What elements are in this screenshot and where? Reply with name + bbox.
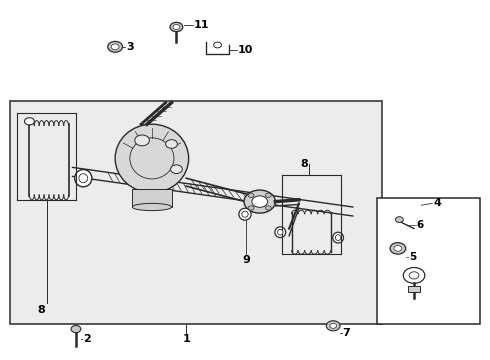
Text: 5: 5 bbox=[409, 252, 416, 262]
Circle shape bbox=[248, 193, 254, 197]
Text: 8: 8 bbox=[38, 305, 46, 315]
Text: 11: 11 bbox=[194, 20, 209, 30]
Circle shape bbox=[394, 246, 402, 251]
Ellipse shape bbox=[333, 232, 343, 243]
Text: 7: 7 bbox=[342, 328, 350, 338]
Bar bbox=[408, 286, 420, 292]
Circle shape bbox=[108, 41, 122, 52]
Circle shape bbox=[214, 42, 221, 48]
Circle shape bbox=[170, 22, 183, 32]
Ellipse shape bbox=[132, 203, 172, 211]
Circle shape bbox=[244, 190, 275, 213]
Text: 8: 8 bbox=[300, 159, 308, 169]
Ellipse shape bbox=[79, 174, 88, 183]
Circle shape bbox=[135, 135, 149, 146]
Circle shape bbox=[111, 44, 119, 50]
Circle shape bbox=[248, 206, 254, 210]
Ellipse shape bbox=[74, 170, 92, 187]
Text: 4: 4 bbox=[434, 198, 441, 208]
Circle shape bbox=[173, 24, 180, 30]
Text: 2: 2 bbox=[83, 334, 91, 344]
Ellipse shape bbox=[115, 124, 189, 193]
Circle shape bbox=[326, 321, 340, 331]
Bar bbox=[132, 189, 172, 207]
Circle shape bbox=[266, 206, 271, 210]
Text: 1: 1 bbox=[182, 334, 190, 345]
Circle shape bbox=[166, 140, 177, 148]
Circle shape bbox=[403, 267, 425, 283]
Circle shape bbox=[395, 217, 403, 222]
Circle shape bbox=[71, 325, 81, 333]
Text: 3: 3 bbox=[126, 42, 134, 52]
Bar bbox=[10, 101, 382, 324]
Circle shape bbox=[24, 118, 34, 125]
Bar bbox=[377, 198, 480, 324]
Circle shape bbox=[330, 323, 337, 328]
Ellipse shape bbox=[242, 211, 248, 217]
Text: 6: 6 bbox=[416, 220, 424, 230]
Circle shape bbox=[390, 243, 406, 254]
Text: 9: 9 bbox=[242, 255, 250, 265]
Ellipse shape bbox=[277, 229, 283, 235]
Ellipse shape bbox=[336, 235, 341, 240]
Text: 10: 10 bbox=[238, 45, 253, 55]
Circle shape bbox=[409, 272, 419, 279]
Circle shape bbox=[252, 196, 268, 207]
Circle shape bbox=[266, 193, 271, 197]
Ellipse shape bbox=[239, 208, 251, 220]
Ellipse shape bbox=[275, 227, 286, 238]
Circle shape bbox=[171, 165, 182, 174]
